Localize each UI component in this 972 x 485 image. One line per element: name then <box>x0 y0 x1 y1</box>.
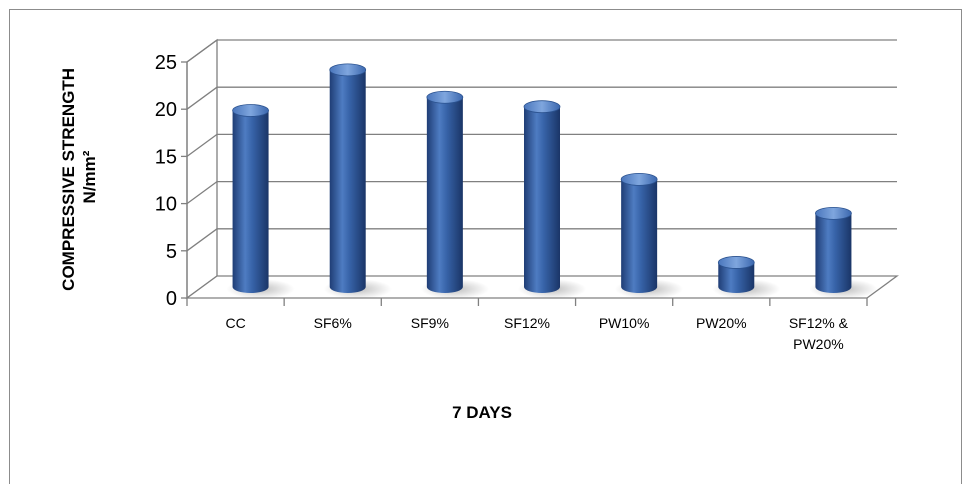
bar <box>420 90 489 299</box>
x-tick-label: SF6% <box>314 315 352 331</box>
chart-frame <box>9 9 962 484</box>
bar <box>809 206 878 299</box>
x-tick-label: PW10% <box>599 315 650 331</box>
x-tick-label: SF9% <box>411 315 449 331</box>
y-tick-label: 5 <box>166 241 177 263</box>
x-axis: CC SF6% SF9% SF12% PW10% PW20% SF12% & PW20% <box>186 298 868 352</box>
bar-body <box>815 213 852 293</box>
bar-body <box>524 106 560 293</box>
x-tick-label: SF12% & PW20% <box>789 315 849 352</box>
y-tick-label: 15 <box>155 146 177 168</box>
gridline-depth <box>186 181 218 205</box>
bar <box>712 256 781 299</box>
bar-body <box>621 179 658 293</box>
x-tick-label: PW20% <box>696 315 747 331</box>
gridline-depth <box>186 133 218 157</box>
bar-top <box>232 104 269 117</box>
y-axis-title-line-2: N/mm² <box>80 150 99 203</box>
bar-body <box>232 110 269 293</box>
bar <box>615 172 684 299</box>
bar-body <box>329 69 366 293</box>
x-axis-title: 7 DAYS <box>452 403 512 422</box>
y-axis-title: COMPRESSIVE STRENGTH N/mm² <box>59 63 99 291</box>
bar-body <box>718 262 755 293</box>
bar <box>518 100 586 299</box>
x-tick-label: SF12% <box>504 315 550 331</box>
y-axis: 0 5 10 15 20 25 <box>155 52 188 310</box>
side-wall <box>186 38 218 300</box>
bar <box>226 104 295 299</box>
bar-top <box>523 100 561 114</box>
y-tick-label: 10 <box>155 194 177 216</box>
y-tick-label: 25 <box>155 52 177 74</box>
y-tick-label: 0 <box>166 288 177 310</box>
bar-body <box>426 97 463 293</box>
bar-top <box>329 63 367 77</box>
y-axis-title-line-1: COMPRESSIVE STRENGTH <box>59 68 78 291</box>
y-tick-label: 20 <box>155 99 177 121</box>
x-tick-label: CC <box>225 315 245 331</box>
gridline-depth <box>186 86 218 110</box>
bar-top <box>620 172 658 186</box>
bar-top <box>426 90 464 104</box>
bars <box>226 63 878 299</box>
bar-top <box>815 206 852 220</box>
gridline-depth <box>186 228 218 252</box>
gridline-depth <box>186 39 218 63</box>
bar-top <box>717 256 755 269</box>
bar <box>323 63 392 299</box>
